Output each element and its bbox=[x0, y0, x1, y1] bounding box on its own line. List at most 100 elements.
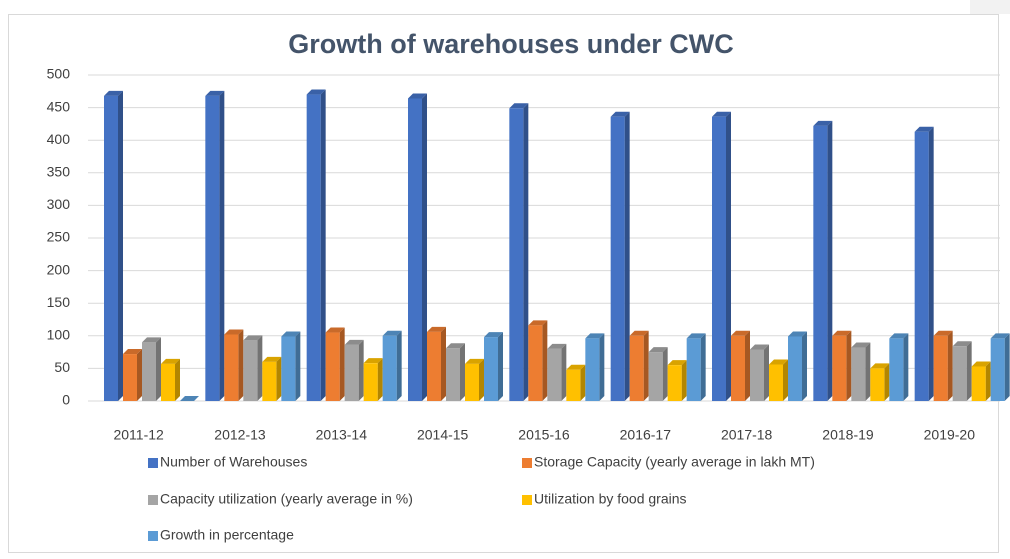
bar-side bbox=[865, 342, 871, 401]
bar-side bbox=[238, 329, 244, 401]
bar-top bbox=[971, 361, 991, 367]
bar-top bbox=[142, 337, 161, 343]
bar bbox=[224, 329, 244, 401]
bar-front bbox=[566, 369, 581, 401]
bar bbox=[686, 333, 706, 401]
bar-front bbox=[243, 340, 258, 401]
bar-top bbox=[585, 333, 605, 339]
bar-top bbox=[281, 331, 301, 337]
bar-side bbox=[726, 111, 731, 401]
bar bbox=[104, 90, 123, 401]
bar-side bbox=[802, 331, 807, 401]
bar-front bbox=[870, 368, 885, 401]
bar-front bbox=[104, 95, 118, 401]
bar bbox=[813, 120, 833, 401]
bar bbox=[306, 89, 326, 401]
bar-top bbox=[769, 359, 788, 365]
bar-side bbox=[1004, 333, 1010, 401]
bar-top bbox=[667, 360, 687, 366]
bar-front bbox=[914, 131, 929, 401]
bar-side bbox=[599, 333, 605, 401]
bar-side bbox=[846, 330, 852, 401]
bar-front bbox=[528, 325, 543, 401]
bar bbox=[446, 343, 465, 401]
bar-side bbox=[295, 331, 301, 401]
bar-top bbox=[547, 343, 567, 349]
legend-label: Storage Capacity (yearly average in lakh… bbox=[534, 454, 815, 470]
bar-side bbox=[498, 332, 503, 401]
bar-front bbox=[484, 337, 498, 401]
x-tick-label: 2018-19 bbox=[822, 427, 874, 443]
bar bbox=[243, 335, 263, 401]
bar-side bbox=[137, 349, 142, 401]
bar-front bbox=[585, 338, 600, 401]
bar-top bbox=[788, 331, 807, 337]
corner-panel bbox=[970, 0, 1010, 14]
bar-top bbox=[205, 90, 225, 96]
bar-top bbox=[629, 330, 649, 336]
bar-front bbox=[851, 347, 866, 401]
bar-top bbox=[161, 358, 180, 364]
bar-top bbox=[933, 330, 953, 336]
bar-top bbox=[382, 330, 402, 336]
bar-side bbox=[523, 103, 529, 401]
bar-side bbox=[884, 363, 890, 401]
bar-side bbox=[745, 330, 750, 401]
bar-front bbox=[788, 336, 802, 401]
bar-front bbox=[161, 363, 175, 401]
x-tick-label: 2017-18 bbox=[721, 427, 773, 443]
y-tick-label: 250 bbox=[47, 229, 71, 245]
x-tick-label: 2019-20 bbox=[924, 427, 976, 443]
x-tick-label: 2011-12 bbox=[113, 427, 164, 443]
bar-front bbox=[750, 349, 764, 401]
bar-top bbox=[484, 332, 503, 338]
bar bbox=[990, 333, 1010, 401]
bar-front bbox=[648, 352, 663, 401]
bar bbox=[382, 330, 402, 401]
bar-front bbox=[952, 346, 967, 401]
bar-front bbox=[344, 344, 359, 401]
bar-side bbox=[257, 335, 263, 401]
bar bbox=[610, 111, 630, 401]
bar-top bbox=[104, 90, 123, 96]
bar-front bbox=[281, 336, 296, 401]
bar-top bbox=[750, 344, 769, 350]
bar-top bbox=[990, 333, 1010, 339]
bar-front bbox=[889, 338, 904, 401]
bar bbox=[933, 330, 953, 401]
legend-swatch bbox=[522, 458, 532, 468]
bar-front bbox=[408, 98, 422, 402]
y-tick-label: 450 bbox=[47, 98, 71, 114]
bar-side bbox=[966, 341, 972, 401]
bar bbox=[142, 337, 161, 401]
bar-side bbox=[783, 359, 788, 401]
y-tick-label: 50 bbox=[54, 359, 70, 375]
bar-side bbox=[928, 126, 934, 401]
bar-top bbox=[610, 111, 630, 117]
bar-side bbox=[219, 90, 225, 401]
y-tick-label: 350 bbox=[47, 164, 71, 180]
bar-side bbox=[542, 320, 548, 401]
bar-side bbox=[947, 330, 953, 401]
bar bbox=[205, 90, 225, 401]
bar-side bbox=[700, 333, 706, 401]
y-tick-label: 100 bbox=[47, 327, 71, 343]
bar-side bbox=[358, 339, 364, 401]
bar-top bbox=[914, 126, 934, 132]
chart-frame bbox=[8, 14, 999, 553]
bar-front bbox=[427, 331, 441, 401]
bar bbox=[648, 347, 668, 401]
legend-swatch bbox=[522, 495, 532, 505]
bar-front bbox=[446, 348, 460, 401]
bar bbox=[262, 356, 282, 401]
legend-label: Growth in percentage bbox=[160, 527, 294, 543]
bar bbox=[851, 342, 871, 401]
x-tick-label: 2014-15 bbox=[417, 427, 469, 443]
bar-front bbox=[832, 335, 847, 401]
bar-side bbox=[561, 343, 567, 401]
bar-top bbox=[363, 358, 383, 364]
bar-top bbox=[648, 347, 668, 353]
bar-top bbox=[952, 341, 972, 347]
y-tick-label: 300 bbox=[47, 196, 71, 212]
